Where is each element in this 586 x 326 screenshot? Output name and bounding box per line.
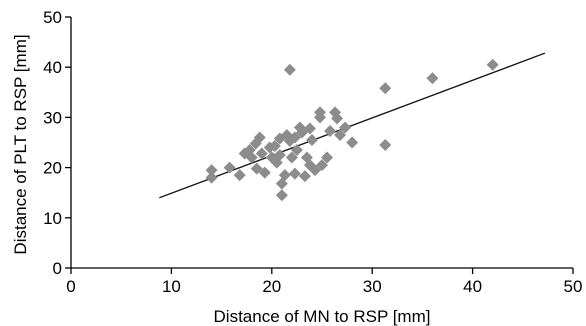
- y-tick-label: 30: [43, 108, 62, 127]
- x-axis-ticks: 0 10 20 30 40 50: [66, 268, 582, 296]
- y-tick-label: 50: [43, 8, 62, 27]
- data-point: [268, 140, 281, 153]
- data-point: [298, 170, 311, 183]
- x-tick-label: 20: [262, 277, 281, 296]
- data-point: [321, 151, 334, 164]
- data-point: [288, 167, 301, 180]
- data-point: [324, 124, 337, 137]
- axes: [70, 17, 573, 269]
- data-point: [426, 72, 439, 85]
- data-point: [288, 131, 301, 144]
- data-point: [255, 147, 268, 160]
- data-point: [273, 149, 286, 162]
- data-point: [258, 166, 271, 179]
- data-point: [313, 111, 326, 124]
- x-tick-label: 0: [66, 277, 75, 296]
- data-point: [205, 164, 218, 177]
- y-tick-label: 10: [43, 209, 62, 228]
- y-axis-title: Distance of PLT to RSP [mm]: [11, 34, 30, 254]
- data-point: [303, 122, 316, 135]
- data-point: [223, 161, 236, 174]
- data-point: [486, 58, 499, 71]
- data-point: [233, 169, 246, 182]
- x-tick-label: 10: [162, 277, 181, 296]
- data-point: [245, 151, 258, 164]
- x-tick-label: 30: [363, 277, 382, 296]
- trend-line: [159, 52, 546, 199]
- data-point: [305, 133, 318, 146]
- data-point: [379, 139, 392, 152]
- data-point: [379, 82, 392, 95]
- y-tick-label: 20: [43, 159, 62, 178]
- data-point: [290, 144, 303, 157]
- y-axis-ticks: 0 10 20 30 40 50: [43, 8, 71, 278]
- data-point: [308, 164, 321, 177]
- data-point: [334, 128, 347, 141]
- data-point: [278, 169, 291, 182]
- data-point: [283, 63, 296, 76]
- data-point: [346, 136, 359, 149]
- data-point: [253, 131, 266, 144]
- x-tick-label: 50: [564, 277, 583, 296]
- data-point: [205, 171, 218, 184]
- data-point: [295, 126, 308, 139]
- y-tick-label: 0: [53, 259, 62, 278]
- data-point: [316, 159, 328, 172]
- data-point: [285, 151, 298, 164]
- x-axis-title: Distance of MN to RSP [mm]: [214, 307, 431, 326]
- data-point: [275, 189, 288, 202]
- x-tick-label: 40: [463, 277, 482, 296]
- y-tick-label: 40: [43, 58, 62, 77]
- data-point: [339, 121, 352, 134]
- data-points: [205, 58, 499, 202]
- data-point: [331, 112, 344, 125]
- data-point: [250, 162, 263, 175]
